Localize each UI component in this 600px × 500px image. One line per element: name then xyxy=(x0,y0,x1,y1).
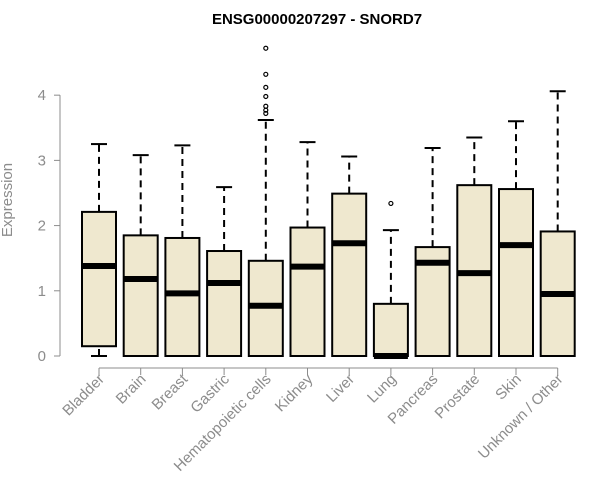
chart-title: ENSG00000207297 - SNORD7 xyxy=(212,11,422,28)
y-tick-label-4: 4 xyxy=(38,87,46,104)
x-tick-label-1: Brain xyxy=(113,371,150,408)
y-tick-label-2: 2 xyxy=(38,218,46,235)
box-7 xyxy=(372,200,409,359)
x-tick-label-6: Liver xyxy=(323,371,358,406)
y-tick-label-3: 3 xyxy=(38,152,46,169)
box-rect-7 xyxy=(372,302,409,358)
box-9 xyxy=(456,136,493,357)
box-1 xyxy=(122,154,159,357)
outlier-4-6 xyxy=(263,45,269,51)
box-rect-3 xyxy=(206,250,243,358)
outlier-4-5 xyxy=(263,71,269,77)
box-0 xyxy=(81,143,117,357)
box-rect-10 xyxy=(498,188,534,357)
box-6 xyxy=(331,155,368,357)
y-axis: 0 1 2 3 4 xyxy=(38,87,61,365)
box-8 xyxy=(414,146,451,357)
box-rect-1 xyxy=(122,234,159,357)
x-tick-label-9: Prostate xyxy=(432,371,484,423)
y-tick-label-0: 0 xyxy=(38,348,46,365)
outlier-4-4 xyxy=(263,84,269,90)
boxes-layer xyxy=(81,45,576,359)
outlier-4-3 xyxy=(263,93,269,100)
x-tick-label-5: Kidney xyxy=(272,370,317,415)
y-tick-label-1: 1 xyxy=(38,283,46,300)
box-10 xyxy=(498,120,534,357)
box-rect-5 xyxy=(289,226,326,357)
box-rect-2 xyxy=(164,236,201,357)
outlier-7-0 xyxy=(388,200,394,207)
box-2 xyxy=(164,144,201,357)
outlier-4-2 xyxy=(263,103,269,109)
box-5 xyxy=(289,141,326,357)
box-3 xyxy=(206,186,243,358)
box-11 xyxy=(539,90,576,358)
x-tick-label-10: Skin xyxy=(492,371,525,404)
box-rect-0 xyxy=(81,210,117,348)
y-axis-label: Expression xyxy=(0,163,16,237)
x-tick-label-7: Lung xyxy=(364,371,400,407)
x-tick-label-0: Bladder xyxy=(59,371,108,420)
box-rect-6 xyxy=(331,192,368,357)
box-4 xyxy=(247,45,284,358)
x-tick-label-2: Breast xyxy=(149,370,192,413)
outlier-4-0 xyxy=(263,110,269,117)
